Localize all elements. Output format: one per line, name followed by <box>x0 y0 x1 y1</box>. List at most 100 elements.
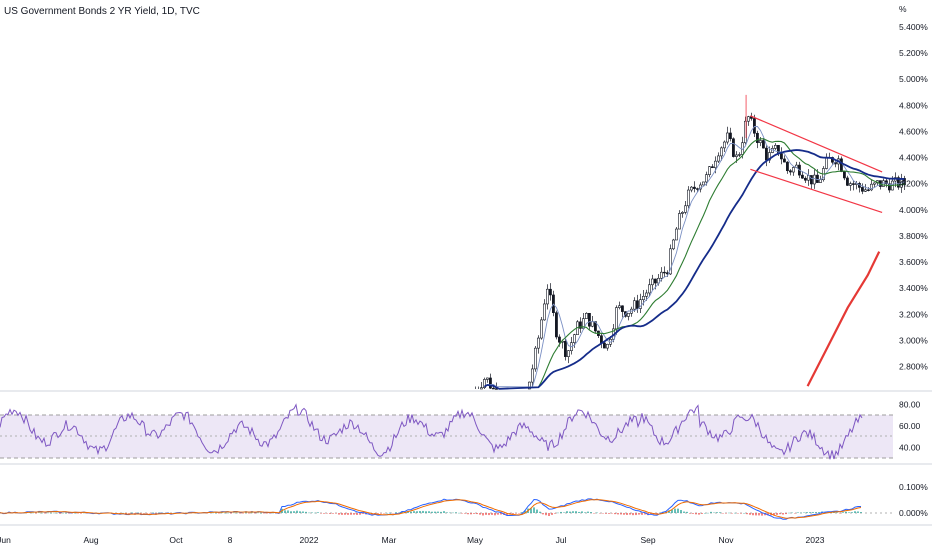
macd-histogram-bar <box>44 513 46 514</box>
trendline <box>750 168 883 213</box>
candle-body <box>786 161 789 172</box>
candle-body <box>627 312 630 317</box>
time-tick-label: Mar <box>382 535 397 545</box>
macd-histogram-bar <box>467 513 469 515</box>
candle-body <box>549 288 552 296</box>
candle-body <box>774 145 777 149</box>
ma-long-line <box>483 149 905 390</box>
macd-histogram-bar <box>296 510 298 513</box>
macd-histogram-bar <box>686 511 688 513</box>
macd-histogram-bar <box>677 508 679 513</box>
macd-histogram-bar <box>137 512 139 513</box>
macd-histogram-bar <box>41 512 43 514</box>
macd-histogram-bar <box>473 513 475 514</box>
candle-body <box>759 140 762 143</box>
macd-histogram-bar <box>350 513 352 515</box>
time-tick-label: Nov <box>718 535 734 545</box>
macd-histogram-bar <box>413 511 415 513</box>
macd-histogram-bar <box>803 512 805 514</box>
macd-histogram-bar <box>362 513 364 514</box>
macd-histogram-bar <box>584 512 586 513</box>
candle-body <box>648 284 651 294</box>
macd-pane[interactable] <box>0 498 893 520</box>
time-axis[interactable]: Jun Aug Oct 8 2022 Mar May Jul Sep Nov 2023 <box>0 535 825 545</box>
candle-body <box>585 312 588 319</box>
candle-body <box>843 171 846 179</box>
macd-histogram-bar <box>629 513 631 515</box>
chart-title: US Government Bonds 2 YR Yield, 1D, TVC <box>4 6 200 17</box>
macd-histogram-bar <box>602 513 604 514</box>
macd-histogram-bar <box>149 513 151 514</box>
candle-body <box>633 300 636 310</box>
macd-histogram-bar <box>725 513 727 514</box>
candle-body <box>732 138 735 157</box>
macd-histogram-bar <box>632 513 634 516</box>
price-tick-label: 3.600% <box>899 257 928 267</box>
macd-histogram-bar <box>158 512 160 513</box>
candle-body <box>621 305 624 312</box>
macd-histogram-bar <box>284 510 286 513</box>
macd-histogram-bar <box>314 512 316 514</box>
macd-histogram-bar <box>659 512 661 514</box>
rsi-pane[interactable] <box>0 403 893 460</box>
candle-body <box>789 170 792 173</box>
macd-histogram-bar <box>38 512 40 514</box>
macd-histogram-bar <box>347 513 349 515</box>
macd-histogram-bar <box>212 512 214 514</box>
macd-histogram-bar <box>32 512 34 514</box>
macd-histogram-bar <box>536 509 538 513</box>
macd-histogram-bar <box>77 513 79 514</box>
macd-histogram-bar <box>848 512 850 513</box>
macd-histogram-bar <box>590 512 592 513</box>
macd-histogram-bar <box>515 513 517 514</box>
macd-histogram-bar <box>791 512 793 514</box>
macd-histogram-bar <box>395 512 397 513</box>
rsi-axis[interactable]: 80.00 60.00 40.00 <box>899 399 921 452</box>
macd-histogram-bar <box>650 513 652 515</box>
macd-axis[interactable]: 0.100% 0.000% <box>899 482 928 518</box>
candle-body <box>747 116 750 122</box>
macd-histogram-bar <box>218 513 220 514</box>
main-pane[interactable] <box>475 94 906 390</box>
macd-histogram-bar <box>35 513 37 514</box>
macd-histogram-bar <box>671 509 673 513</box>
candle-body <box>489 377 492 389</box>
candle-body <box>696 188 699 190</box>
macd-histogram-bar <box>578 511 580 513</box>
macd-histogram-bar <box>134 513 136 514</box>
candle-body <box>738 154 741 156</box>
macd-histogram-bar <box>356 513 358 515</box>
macd-histogram-bar <box>779 513 781 515</box>
macd-histogram-bar <box>152 512 154 513</box>
macd-histogram-bar <box>704 512 706 514</box>
macd-histogram-bar <box>338 513 340 515</box>
macd-histogram-bar <box>419 510 421 513</box>
macd-histogram-bar <box>776 513 778 515</box>
rsi-tick-label: 80.00 <box>899 399 921 409</box>
candle-body <box>861 187 864 192</box>
candle-body <box>558 336 561 343</box>
macd-histogram-bar <box>581 511 583 513</box>
macd-histogram-bar <box>587 511 589 513</box>
macd-histogram-bar <box>740 513 742 514</box>
macd-histogram-bar <box>368 513 370 515</box>
candle-body <box>672 239 675 250</box>
candle-body <box>762 140 765 149</box>
macd-histogram-bar <box>698 513 700 515</box>
macd-histogram-bar <box>392 513 394 514</box>
time-tick-label: Jun <box>0 535 11 545</box>
price-axis[interactable]: % 5.400% 5.200% 5.000% 4.800% 4.600% 4.400% 4.… <box>899 4 928 372</box>
macd-histogram-bar <box>305 511 307 513</box>
macd-histogram-bar <box>656 513 658 514</box>
candle-body <box>711 166 714 169</box>
macd-histogram-bar <box>743 512 745 514</box>
macd-histogram-bar <box>239 513 241 514</box>
macd-histogram-bar <box>488 513 490 516</box>
macd-histogram-bar <box>464 513 466 514</box>
macd-histogram-bar <box>482 513 484 516</box>
macd-histogram-bar <box>251 512 253 514</box>
rsi-tick-label: 60.00 <box>899 421 921 431</box>
candle-body <box>534 347 537 370</box>
candle-body <box>663 271 666 274</box>
macd-histogram-bar <box>845 511 847 513</box>
